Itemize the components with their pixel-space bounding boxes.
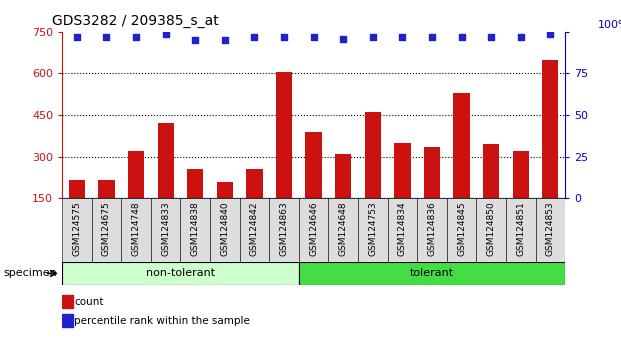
Point bbox=[309, 34, 319, 40]
Point bbox=[161, 31, 171, 36]
Bar bbox=[128, 151, 144, 198]
Text: GSM124748: GSM124748 bbox=[132, 201, 140, 256]
FancyBboxPatch shape bbox=[121, 198, 151, 262]
Text: GSM124833: GSM124833 bbox=[161, 201, 170, 256]
FancyBboxPatch shape bbox=[299, 198, 329, 262]
Bar bbox=[217, 182, 233, 198]
Point bbox=[279, 34, 289, 40]
Text: GSM124838: GSM124838 bbox=[191, 201, 200, 256]
Text: percentile rank within the sample: percentile rank within the sample bbox=[74, 316, 250, 326]
FancyBboxPatch shape bbox=[92, 198, 121, 262]
Text: count: count bbox=[74, 297, 104, 307]
Bar bbox=[365, 112, 381, 198]
Point bbox=[427, 34, 437, 40]
Bar bbox=[335, 154, 351, 198]
FancyBboxPatch shape bbox=[62, 262, 299, 285]
Bar bbox=[453, 93, 469, 198]
Text: 100%: 100% bbox=[598, 20, 621, 30]
Text: GSM124845: GSM124845 bbox=[457, 201, 466, 256]
FancyBboxPatch shape bbox=[270, 198, 299, 262]
Bar bbox=[247, 169, 263, 198]
FancyBboxPatch shape bbox=[240, 198, 270, 262]
FancyBboxPatch shape bbox=[151, 198, 181, 262]
Bar bbox=[394, 143, 410, 198]
Bar bbox=[187, 169, 204, 198]
Bar bbox=[62, 314, 73, 327]
Text: GSM124836: GSM124836 bbox=[427, 201, 437, 256]
Text: GSM124834: GSM124834 bbox=[398, 201, 407, 256]
Bar bbox=[276, 72, 292, 198]
FancyBboxPatch shape bbox=[299, 262, 565, 285]
Point bbox=[101, 34, 111, 40]
Point bbox=[545, 31, 555, 36]
Point bbox=[456, 34, 466, 40]
Point bbox=[220, 37, 230, 43]
Bar bbox=[69, 180, 85, 198]
Point bbox=[250, 34, 260, 40]
Point bbox=[516, 34, 526, 40]
Bar bbox=[424, 147, 440, 198]
FancyBboxPatch shape bbox=[388, 198, 417, 262]
FancyBboxPatch shape bbox=[358, 198, 388, 262]
Point bbox=[131, 34, 141, 40]
Point bbox=[190, 37, 200, 43]
Text: GDS3282 / 209385_s_at: GDS3282 / 209385_s_at bbox=[52, 14, 219, 28]
Point bbox=[397, 34, 407, 40]
Text: GSM124842: GSM124842 bbox=[250, 201, 259, 256]
Text: GSM124840: GSM124840 bbox=[220, 201, 229, 256]
Text: GSM124863: GSM124863 bbox=[279, 201, 289, 256]
Text: GSM124575: GSM124575 bbox=[73, 201, 81, 256]
Bar bbox=[483, 144, 499, 198]
Point bbox=[486, 34, 496, 40]
Bar bbox=[512, 151, 529, 198]
Text: specimen: specimen bbox=[3, 268, 57, 279]
Point bbox=[338, 36, 348, 41]
Point bbox=[368, 34, 378, 40]
Bar bbox=[62, 295, 73, 308]
FancyBboxPatch shape bbox=[446, 198, 476, 262]
Text: GSM124853: GSM124853 bbox=[546, 201, 555, 256]
Bar bbox=[542, 59, 558, 198]
Text: GSM124851: GSM124851 bbox=[516, 201, 525, 256]
Text: GSM124675: GSM124675 bbox=[102, 201, 111, 256]
Text: GSM124753: GSM124753 bbox=[368, 201, 378, 256]
FancyBboxPatch shape bbox=[476, 198, 506, 262]
Text: tolerant: tolerant bbox=[410, 268, 454, 279]
FancyBboxPatch shape bbox=[417, 198, 446, 262]
Bar bbox=[98, 180, 115, 198]
Point bbox=[72, 34, 82, 40]
Text: GSM124850: GSM124850 bbox=[487, 201, 496, 256]
Bar bbox=[306, 132, 322, 198]
FancyBboxPatch shape bbox=[535, 198, 565, 262]
FancyBboxPatch shape bbox=[506, 198, 535, 262]
Text: GSM124648: GSM124648 bbox=[338, 201, 348, 256]
FancyBboxPatch shape bbox=[62, 198, 92, 262]
FancyBboxPatch shape bbox=[181, 198, 210, 262]
FancyBboxPatch shape bbox=[210, 198, 240, 262]
FancyBboxPatch shape bbox=[329, 198, 358, 262]
Text: non-tolerant: non-tolerant bbox=[146, 268, 215, 279]
Text: GSM124646: GSM124646 bbox=[309, 201, 318, 256]
Bar bbox=[158, 124, 174, 198]
